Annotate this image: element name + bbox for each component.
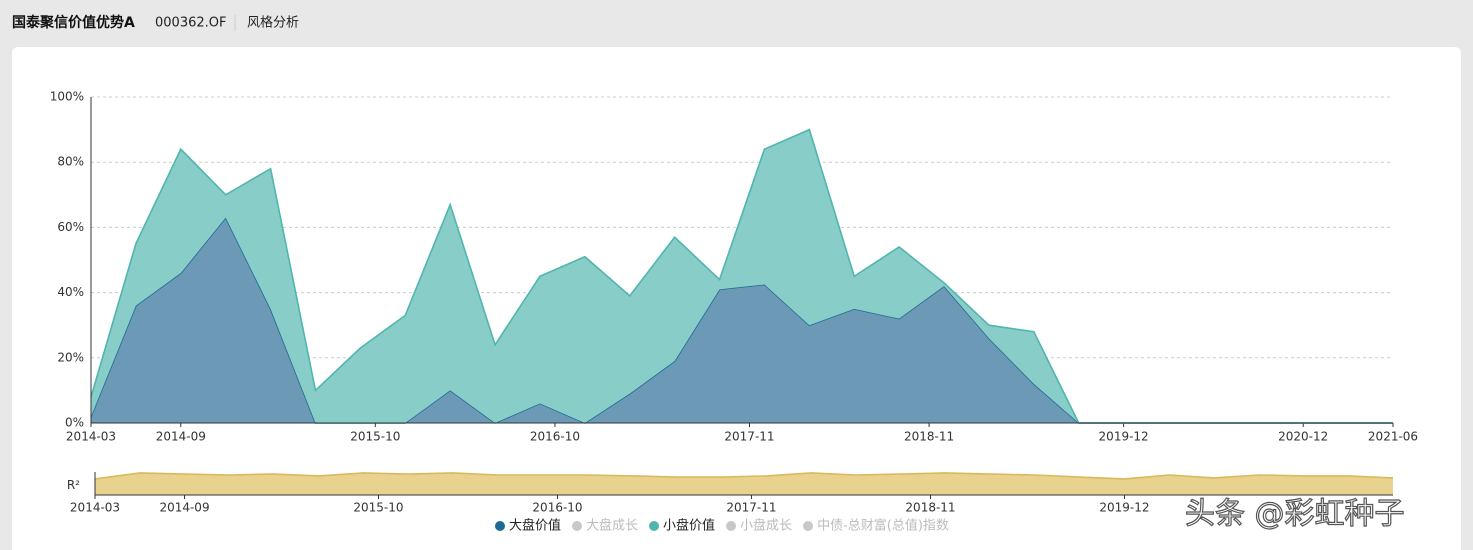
legend-marker: [495, 521, 505, 531]
legend-label[interactable]: 小盘价值: [663, 518, 715, 534]
x-tick-label: 2017-11: [724, 430, 774, 444]
y-tick-label: 20%: [57, 350, 84, 364]
x-tick-label: 2019-12: [1099, 501, 1149, 515]
legend-label[interactable]: 大盘成长: [586, 518, 638, 534]
x-tick-label: 2014-03: [66, 430, 116, 444]
area-fill: [95, 472, 1393, 495]
x-tick-label: 2019-12: [1099, 430, 1149, 444]
y-axis-label: R²: [67, 478, 80, 492]
legend-label[interactable]: 小盘成长: [740, 518, 792, 534]
legend-marker: [726, 521, 737, 531]
area-fill: [91, 217, 1393, 423]
x-tick-label: 2015-10: [350, 430, 400, 444]
legend-label[interactable]: 中债-总财富(总值)指数: [817, 518, 949, 534]
y-tick-label: 60%: [57, 220, 84, 234]
legend-marker: [649, 521, 660, 531]
y-tick-label: 0%: [65, 416, 84, 430]
fund-name: 国泰聚信价值优势A: [12, 14, 135, 31]
header-bar: [0, 0, 1473, 46]
series-line: [94, 472, 1394, 480]
x-tick-label: 2015-10: [353, 501, 403, 515]
x-tick-label: 2014-09: [156, 430, 206, 444]
x-tick-label: 2014-09: [159, 501, 209, 515]
area-fill: [91, 129, 1393, 423]
tab[interactable]: 风格分析: [247, 15, 299, 31]
legend-marker: [572, 521, 583, 531]
fund-code: 000362.OF: [155, 16, 226, 31]
watermark: 头条 @彩虹种子: [1185, 497, 1405, 532]
y-tick-label: 100%: [50, 90, 84, 104]
x-tick-label: 2016-10: [532, 501, 582, 515]
x-tick-label: 2020-12: [1278, 430, 1328, 444]
x-tick-label: 2021-06: [1368, 430, 1418, 444]
x-tick-label: 2018-11: [904, 430, 954, 444]
x-tick-label: 2017-11: [726, 501, 776, 515]
y-tick-label: 80%: [57, 155, 84, 169]
x-tick-label: 2016-10: [530, 430, 580, 444]
legend-label[interactable]: 大盘价值: [509, 518, 561, 534]
x-tick-label: 2014-03: [70, 501, 120, 515]
x-tick-label: 2018-11: [905, 501, 955, 515]
legend-marker: [803, 521, 814, 531]
y-tick-label: 40%: [57, 285, 84, 299]
